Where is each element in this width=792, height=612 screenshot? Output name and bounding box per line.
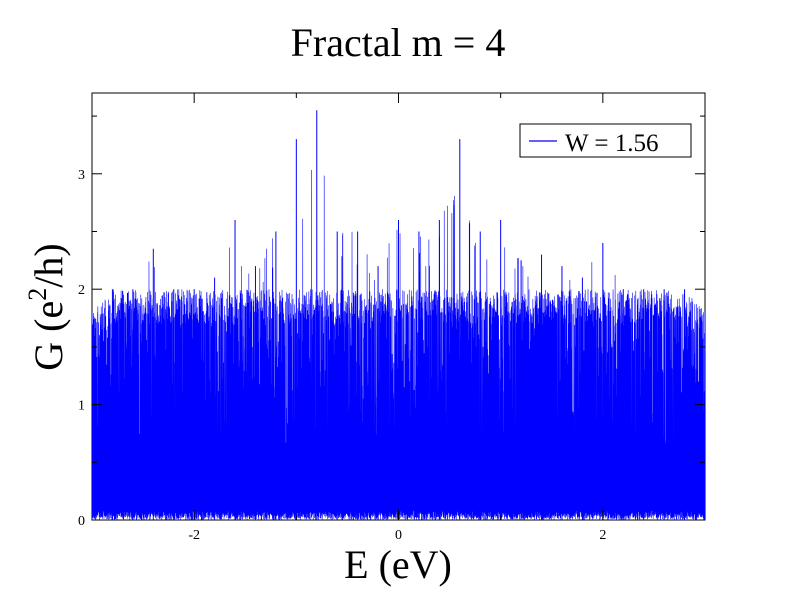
x-tick-label: 0 [395, 528, 402, 543]
y-axis-label-tail: /h) [26, 243, 71, 287]
y-tick-label: 2 [78, 283, 85, 298]
y-tick-label: 1 [78, 399, 85, 414]
x-tick-label: -2 [188, 528, 200, 543]
chart-title: Fractal m = 4 [291, 20, 506, 65]
y-axis-label-superscript: 2 [23, 288, 52, 301]
y-tick-label: 3 [78, 168, 85, 183]
legend-label: W = 1.56 [565, 130, 659, 157]
data-layer [92, 110, 705, 520]
y-tick-label: 0 [78, 514, 85, 529]
x-axis-ticks: -2 0 2 [188, 93, 606, 543]
legend: W = 1.56 [519, 123, 692, 158]
y-axis-ticks: 0 1 2 3 [78, 115, 705, 529]
y-axis-label: G (e2/h) [23, 243, 71, 370]
x-tick-label: 2 [599, 528, 606, 543]
y-axis-label-base: G (e [26, 301, 71, 371]
x-axis-label: E (eV) [344, 542, 452, 587]
